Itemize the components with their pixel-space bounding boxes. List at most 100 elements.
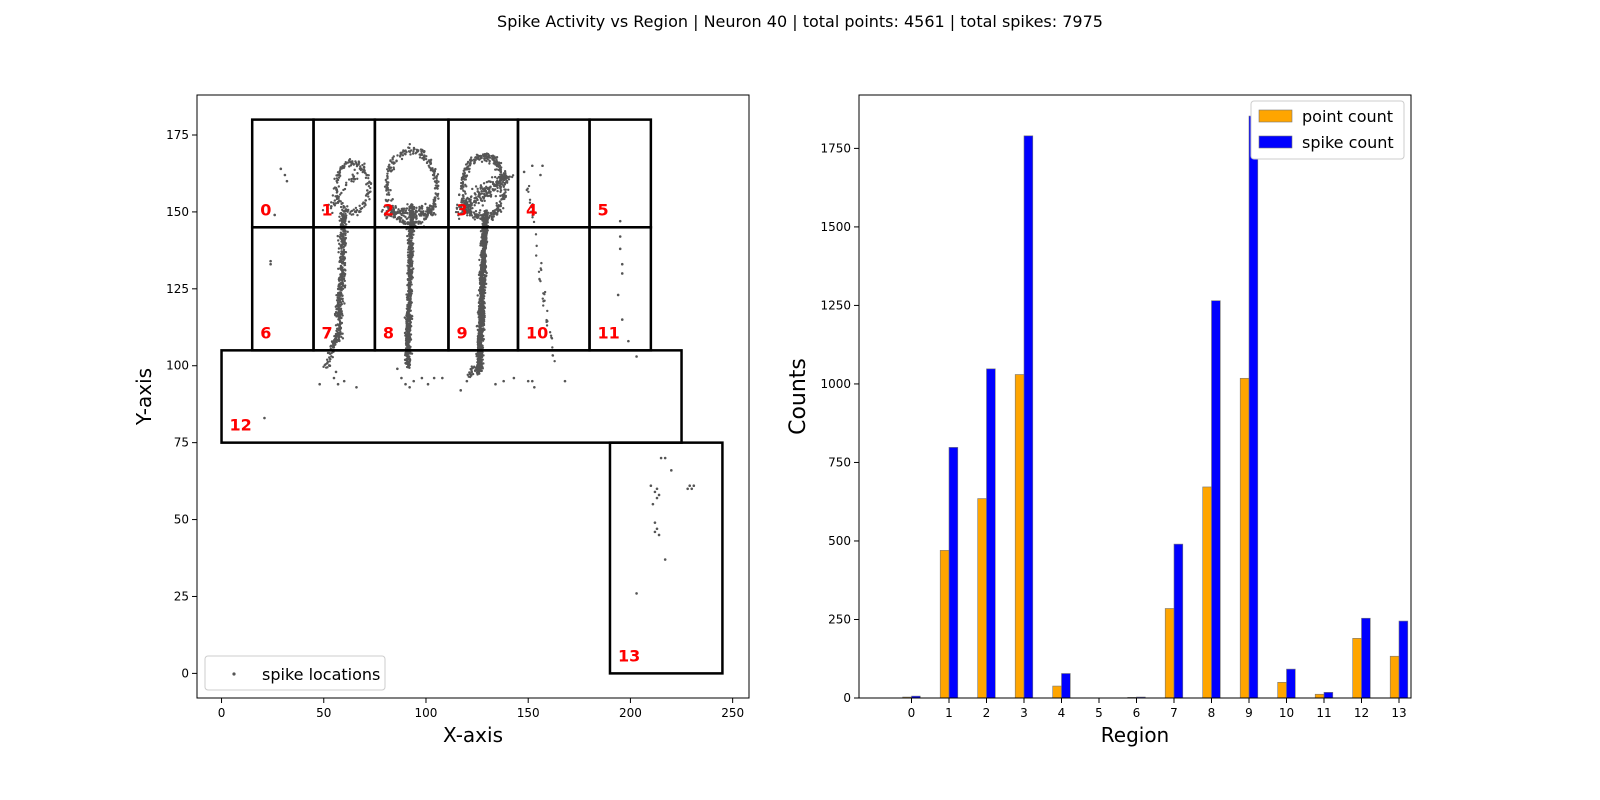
bar-point-count — [1352, 638, 1362, 699]
x-tick-label: 4 — [1058, 706, 1066, 720]
spike-point — [389, 206, 393, 210]
spike-point — [424, 157, 428, 161]
spike-point — [408, 253, 412, 256]
spike-point — [343, 237, 346, 241]
spike-point — [339, 273, 342, 276]
spike-points — [263, 142, 696, 595]
spike-point — [327, 351, 331, 355]
spike-point — [387, 165, 390, 168]
spike-point — [399, 153, 403, 156]
spike-point — [342, 255, 345, 259]
spike-point — [344, 229, 347, 233]
spike-point — [406, 304, 409, 308]
spike-point — [391, 204, 394, 208]
spike-point — [321, 209, 325, 212]
spike-point — [410, 283, 413, 286]
spike-point — [338, 174, 342, 178]
spike-point — [618, 247, 622, 251]
bar-spike-count — [1173, 543, 1184, 699]
spike-point — [651, 502, 655, 506]
figure-title: Spike Activity vs Region | Neuron 40 | t… — [497, 12, 1103, 31]
spike-point — [618, 219, 622, 223]
spike-point — [408, 274, 411, 278]
spike-point — [330, 201, 333, 204]
spike-point — [337, 247, 341, 250]
spike-point — [410, 262, 413, 265]
spike-point — [386, 172, 389, 175]
spike-point — [341, 297, 344, 301]
spike-point — [369, 186, 372, 190]
spike-point — [396, 367, 399, 371]
spike-point — [328, 360, 331, 363]
spike-point — [337, 334, 341, 338]
spike-point — [432, 177, 435, 180]
spike-point — [263, 416, 266, 420]
spike-point — [402, 222, 405, 225]
y-tick-label: 1250 — [820, 298, 851, 312]
spike-point — [410, 288, 413, 292]
spike-point — [334, 324, 338, 327]
spike-point — [429, 167, 433, 170]
spike-point — [387, 181, 390, 184]
x-tick-label: 0 — [908, 706, 916, 720]
spike-point — [416, 150, 419, 153]
spike-point — [338, 324, 341, 328]
spike-point — [352, 175, 355, 178]
spike-point — [410, 237, 414, 240]
bar-point-count — [939, 550, 950, 699]
spike-point — [345, 181, 348, 184]
spike-point — [404, 318, 408, 321]
spike-point — [385, 199, 388, 203]
spike-point — [338, 282, 341, 285]
spike-point — [436, 187, 439, 190]
spike-point — [325, 358, 329, 361]
spike-point — [334, 313, 337, 317]
bar-spike-count — [1248, 115, 1259, 699]
spike-point — [407, 256, 410, 259]
spike-point — [351, 173, 354, 176]
spike-point — [410, 239, 413, 242]
spike-point — [406, 336, 409, 340]
spike-point — [426, 382, 430, 386]
bar-point-count — [1202, 486, 1212, 699]
spike-point — [620, 272, 624, 275]
spike-point — [408, 206, 411, 210]
spike-point — [342, 379, 346, 383]
spike-point — [340, 240, 343, 243]
spike-point — [339, 205, 343, 209]
spike-point — [405, 328, 409, 332]
spike-point — [329, 207, 333, 210]
spike-point — [349, 164, 353, 167]
spike-point — [330, 351, 333, 355]
spike-point — [340, 234, 343, 238]
spike-point — [406, 242, 410, 245]
spike-point — [326, 210, 329, 213]
spike-point — [405, 354, 408, 358]
spike-point — [406, 251, 410, 254]
bar-point-count — [1389, 655, 1400, 699]
spike-point — [404, 361, 407, 365]
spike-point — [338, 339, 341, 342]
spike-point — [338, 219, 341, 222]
spike-point — [437, 180, 440, 183]
spike-point — [364, 176, 368, 180]
spike-point — [331, 211, 334, 215]
spike-point — [332, 376, 336, 380]
spike-point — [410, 301, 413, 304]
bar-point-count — [977, 498, 987, 699]
x-tick-label: 13 — [1391, 706, 1406, 720]
spike-point — [409, 203, 413, 207]
spike-point — [635, 592, 638, 595]
spike-point — [407, 317, 411, 320]
spike-point — [406, 297, 409, 301]
spike-point — [411, 252, 414, 255]
legend-label: spike count — [1302, 133, 1394, 152]
spike-point — [688, 484, 692, 488]
spike-point — [346, 205, 349, 208]
y-tick-label: 1000 — [820, 377, 851, 391]
y-tick-label: 250 — [828, 612, 851, 626]
spike-point — [653, 521, 657, 524]
spike-point — [408, 366, 411, 369]
spike-point — [343, 187, 347, 191]
spike-point — [649, 484, 653, 488]
